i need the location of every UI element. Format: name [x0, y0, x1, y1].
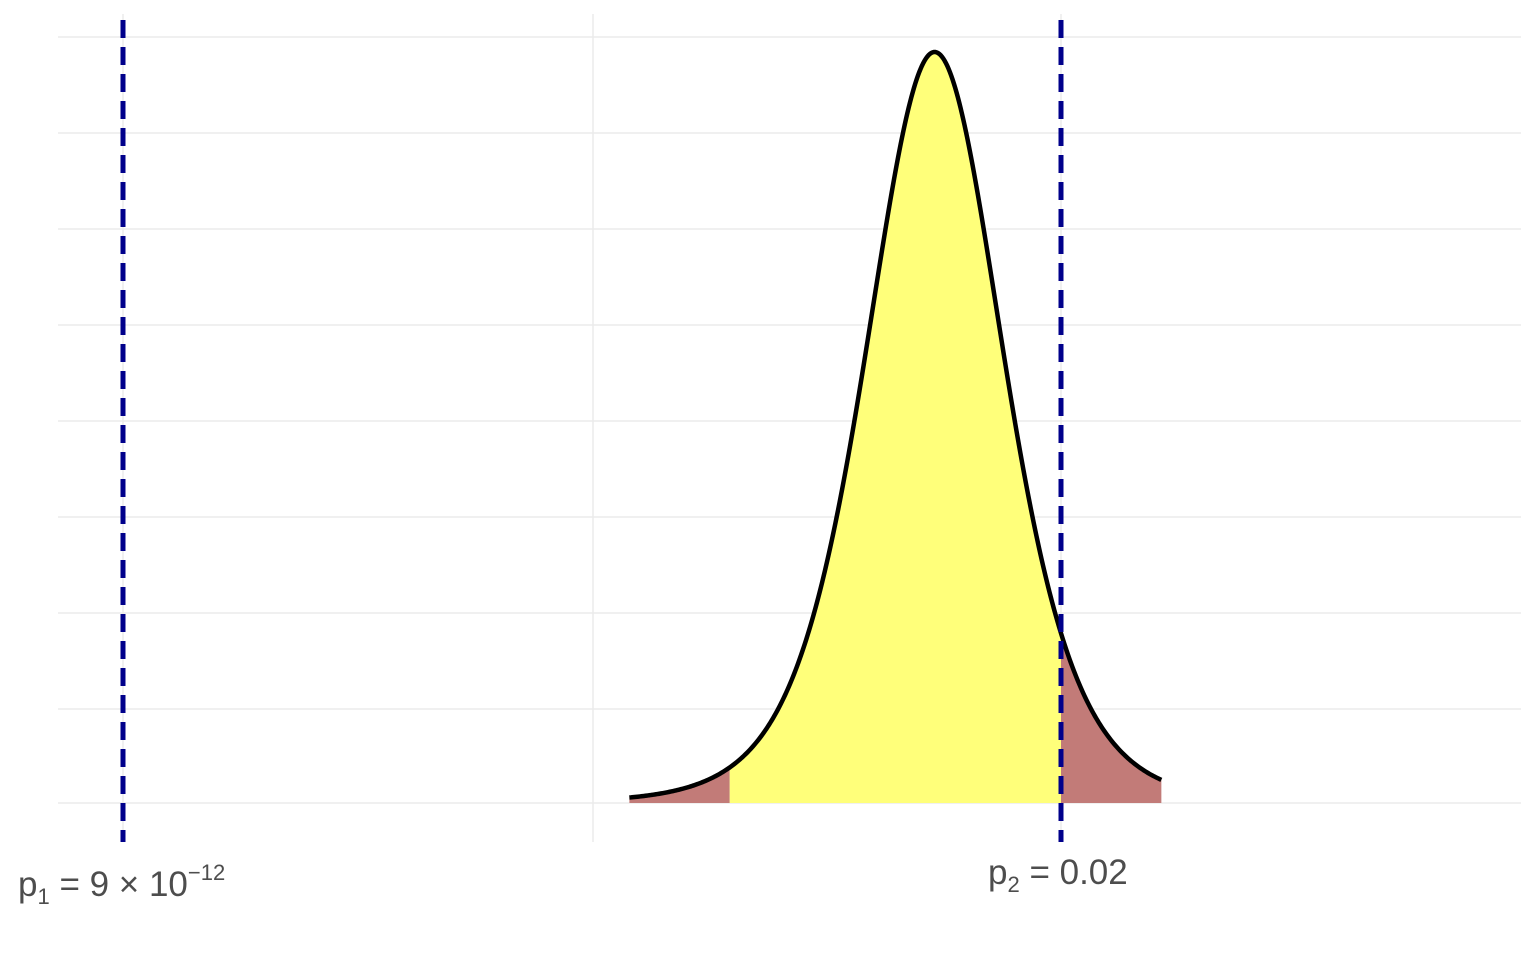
tail-left-area [1061, 633, 1162, 803]
density-curve [629, 49, 1163, 800]
tail-right-area [629, 767, 730, 803]
interval-area [729, 52, 1061, 803]
reference-lines [120, 20, 1064, 842]
p2-label: p2 = 0.02 [988, 853, 1128, 897]
p1-label: p1 = 9 × 10−12 [18, 860, 225, 909]
density-areas [629, 52, 1162, 803]
